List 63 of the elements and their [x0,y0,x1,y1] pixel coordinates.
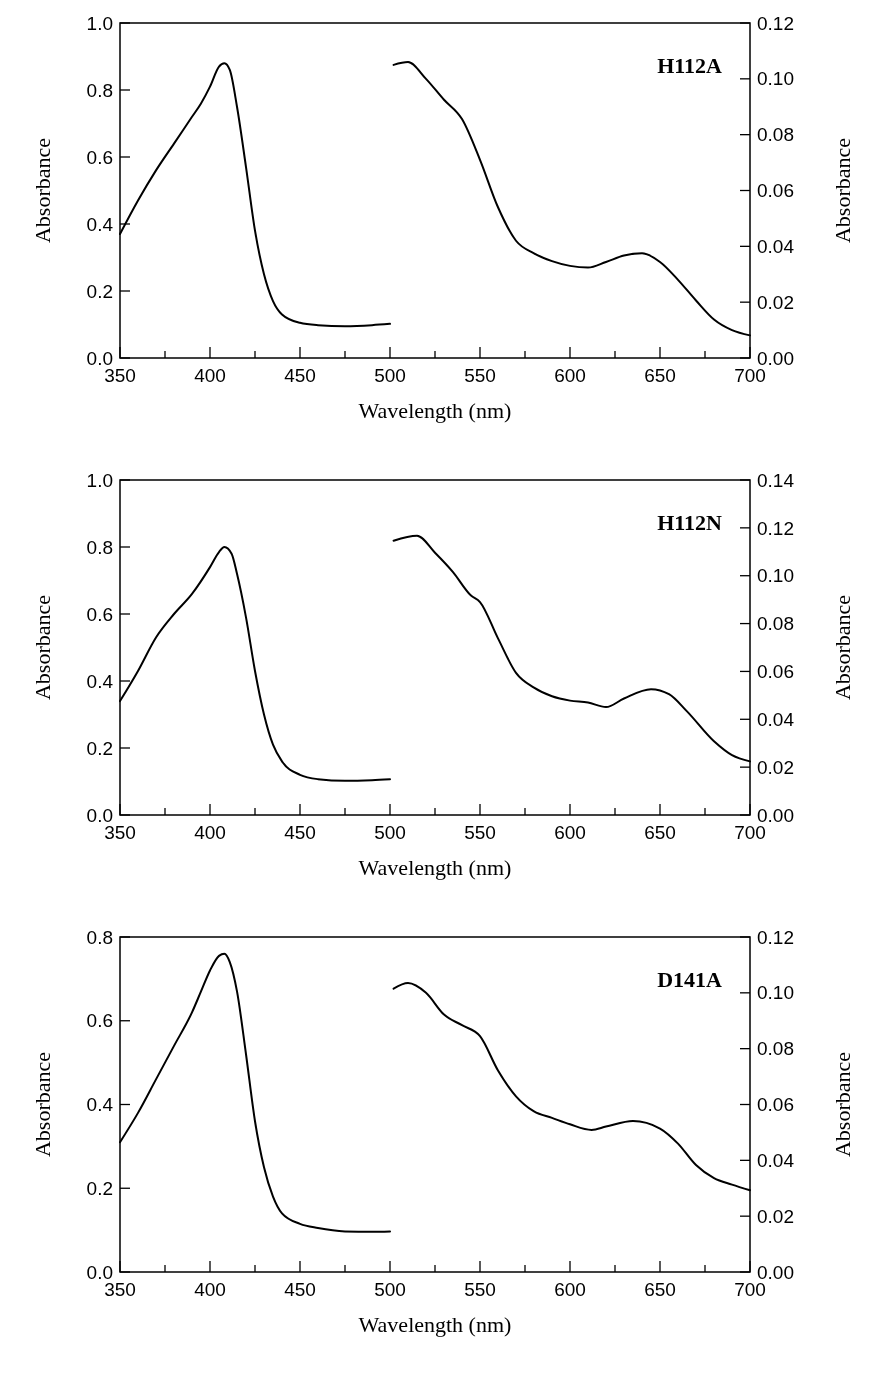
x-tick-label: 500 [374,365,406,386]
x-tick-label: 600 [554,822,586,843]
y-tick-label: 0.8 [86,79,113,101]
x-axis-title: Wavelength (nm) [358,1312,512,1337]
y2-tick-label: 0.02 [757,291,794,313]
x-tick-label: 600 [554,1279,586,1300]
y2-tick-label: 0.12 [757,12,794,34]
y2-tick-label: 0.08 [757,1038,794,1060]
y-tick-label: 0.8 [86,536,113,558]
x-axis-title: Wavelength (nm) [358,398,512,423]
y2-tick-label: 0.04 [757,708,795,730]
y2-tick-label: 0.06 [757,1094,794,1116]
y2-tick-label: 0.02 [757,756,794,778]
y2-tick-label: 0.04 [757,1149,795,1171]
y-tick-label: 0.8 [86,926,113,948]
x-tick-label: 550 [464,365,496,386]
x-tick-label: 400 [194,1279,226,1300]
x-tick-label: 450 [284,822,316,843]
annotation: D141A [657,967,723,992]
x-tick-label: 400 [194,822,226,843]
x-tick-label: 650 [644,365,676,386]
annotation: H112N [657,510,723,535]
y2-axis-title: Absorbance [830,1051,855,1158]
y2-tick-label: 0.14 [757,469,795,491]
y2-tick-label: 0.06 [757,661,794,683]
y-tick-label: 0.2 [86,737,113,759]
y2-axis-title: Absorbance [830,137,855,244]
y2-tick-label: 0.08 [757,124,794,146]
y2-tick-label: 0.02 [757,1205,794,1227]
x-tick-label: 600 [554,365,586,386]
y2-tick-label: 0.04 [757,235,795,257]
y-tick-label: 0.4 [86,670,114,692]
y-tick-label: 0.4 [86,1094,114,1116]
x-tick-label: 500 [374,1279,406,1300]
annotation: H112A [657,53,723,78]
x-tick-label: 650 [644,822,676,843]
y-tick-label: 1.0 [86,12,113,34]
x-tick-label: 550 [464,822,496,843]
x-tick-label: 500 [374,822,406,843]
x-tick-label: 400 [194,365,226,386]
y-axis-title: Absorbance [30,1051,55,1158]
y-tick-label: 0.2 [86,1177,113,1199]
y-tick-label: 0.4 [86,213,114,235]
y-tick-label: 0.6 [86,603,113,625]
y2-tick-label: 0.10 [757,68,794,90]
y2-tick-label: 0.12 [757,517,794,539]
y-tick-label: 0.2 [86,280,113,302]
x-tick-label: 650 [644,1279,676,1300]
y-axis-title: Absorbance [30,594,55,701]
y-tick-label: 0.6 [86,146,113,168]
y2-tick-label: 0.08 [757,613,794,635]
y2-tick-label: 0.10 [757,565,794,587]
y2-tick-label: 0.12 [757,926,794,948]
x-tick-label: 450 [284,365,316,386]
y2-axis-title: Absorbance [830,594,855,701]
y2-tick-label: 0.06 [757,180,794,202]
y-axis-title: Absorbance [30,137,55,244]
x-tick-label: 450 [284,1279,316,1300]
y-tick-label: 1.0 [86,469,113,491]
y-tick-label: 0.6 [86,1010,113,1032]
x-tick-label: 550 [464,1279,496,1300]
y2-tick-label: 0.10 [757,982,794,1004]
x-axis-title: Wavelength (nm) [358,855,512,880]
